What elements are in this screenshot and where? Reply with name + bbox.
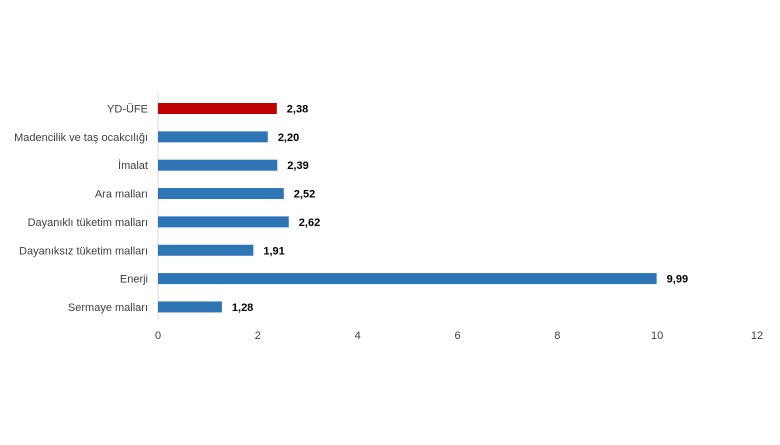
x-tick-label: 4 [355,330,361,342]
category-label: Ara malları [95,189,148,201]
value-label: 1,28 [232,302,253,314]
bar [158,301,222,313]
bar [158,159,278,171]
value-label: 2,39 [287,160,308,172]
category-label: YD-ÜFE [107,104,148,116]
x-tick-label: 2 [255,330,261,342]
bar [158,188,284,200]
category-label: Enerji [120,274,148,286]
bar [158,244,254,256]
category-label: Dayanıklı tüketim malları [28,217,148,229]
bar [158,131,268,143]
x-tick-label: 6 [454,330,460,342]
bar [158,216,289,228]
category-label: İmalat [118,159,148,172]
category-label: Madencilik ve taş ocakcılığı [14,132,148,144]
value-label: 2,62 [299,217,320,229]
bar [158,103,277,114]
x-tick-label: 12 [751,330,763,342]
value-label: 1,91 [263,245,284,257]
value-label: 2,38 [287,104,308,116]
category-label: Dayanıksız tüketim malları [19,245,148,257]
x-tick-label: 10 [651,330,663,342]
value-label: 2,20 [278,132,299,144]
labels-layer: 0 2 4 6 8 10 12 YD-ÜFE 2,38 Madencilik ve taş oca… [14,104,763,343]
value-label: 9,99 [667,274,688,286]
x-tick-label: 0 [155,330,161,342]
x-tick-label: 8 [554,330,560,342]
category-label: Sermaye malları [68,302,148,314]
bar [158,273,657,285]
value-label: 2,52 [294,189,315,201]
bars-layer [158,103,657,313]
